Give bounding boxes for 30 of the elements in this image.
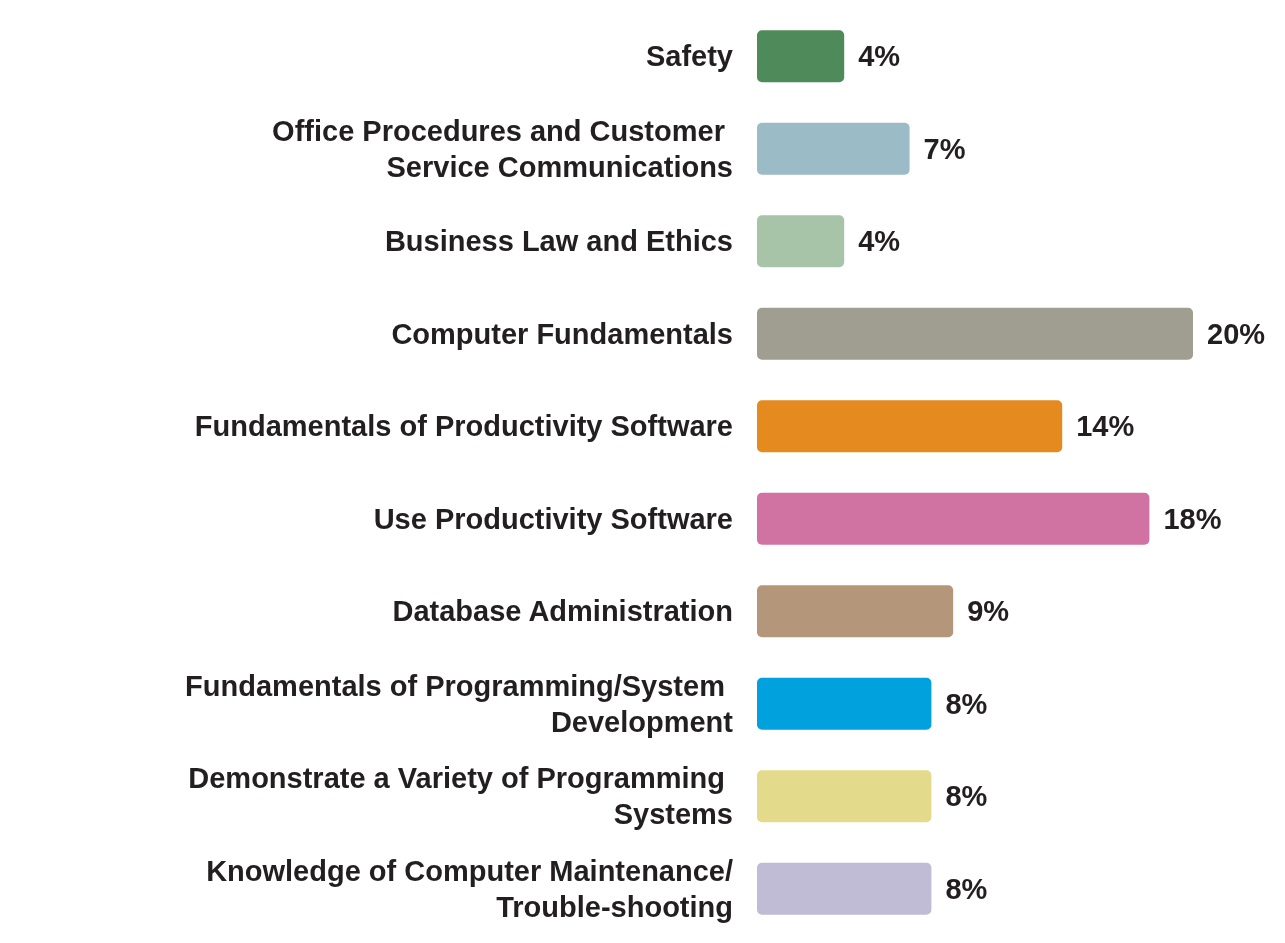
bar	[757, 215, 845, 268]
data-label: 8%	[945, 780, 988, 813]
y-tick-label: Knowledge of Computer Maintenance/Trouble-shooting	[206, 854, 733, 923]
data-label: 4%	[858, 225, 901, 258]
bar	[757, 307, 1193, 360]
bar	[757, 862, 932, 915]
data-label: 7%	[923, 132, 966, 165]
bar	[757, 585, 954, 638]
data-label: 9%	[967, 595, 1010, 628]
data-label: 4%	[858, 40, 901, 73]
data-label: 14%	[1076, 410, 1135, 443]
bar	[757, 492, 1150, 545]
bar	[757, 677, 932, 730]
y-tick-label: Demonstrate a Variety of Programming Systems	[188, 762, 733, 831]
data-label: 8%	[945, 872, 988, 905]
y-tick-label: Safety	[645, 40, 733, 73]
y-tick-label: Database Administration	[392, 595, 733, 628]
y-tick-label: Use Productivity Software	[373, 502, 733, 535]
bar	[757, 400, 1063, 453]
bar	[757, 30, 845, 83]
y-tick-label: Business Law and Ethics	[384, 225, 733, 258]
y-tick-label: Computer Fundamentals	[391, 317, 733, 350]
bar	[757, 770, 932, 823]
data-label: 20%	[1207, 317, 1266, 350]
y-tick-label: Fundamentals of Productivity Software	[194, 410, 733, 443]
data-label: 18%	[1163, 502, 1222, 535]
data-label: 8%	[945, 687, 988, 720]
y-tick-label: Office Procedures and Customer Service Communications	[272, 114, 733, 183]
bar	[757, 122, 910, 175]
y-tick-label: Fundamentals of Programming/System Development	[185, 669, 734, 738]
